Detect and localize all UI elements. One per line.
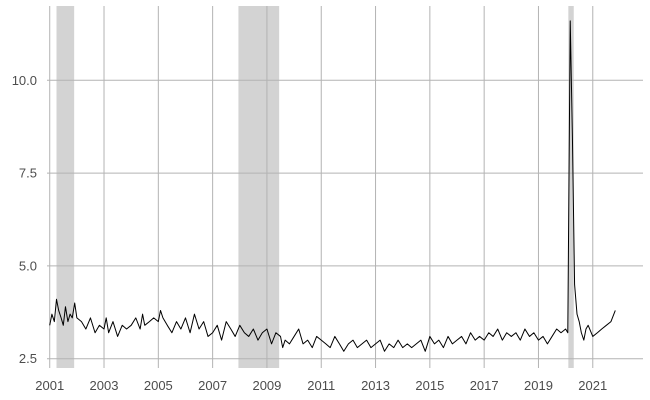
x-tick-label: 2011	[307, 378, 335, 393]
x-tick-label: 2021	[578, 378, 607, 393]
y-tick-label: 7.5	[19, 166, 37, 181]
series-layer	[49, 20, 616, 352]
y-tick-label: 2.5	[19, 351, 37, 366]
y-axis: 2.5 5.0 7.5 10.0	[12, 73, 37, 366]
recession-shading-layer	[56, 6, 574, 368]
recession-band-2	[238, 6, 280, 368]
x-tick-label: 2003	[90, 378, 119, 393]
recession-band-3	[568, 6, 574, 368]
x-tick-label: 2005	[144, 378, 173, 393]
series-line-1	[49, 20, 616, 352]
x-tick-label: 2007	[198, 378, 227, 393]
x-axis: 2001 2003 2005 2007 2009 2011 2013 2015 2017 2019…	[35, 378, 607, 393]
x-tick-label: 2001	[35, 378, 64, 393]
x-tick-label: 2009	[252, 378, 281, 393]
x-tick-label: 2015	[415, 378, 444, 393]
gridlines-layer	[47, 6, 643, 368]
y-tick-label: 10.0	[12, 73, 37, 88]
y-tick-label: 5.0	[19, 258, 37, 273]
x-tick-label: 2013	[361, 378, 390, 393]
x-tick-label: 2017	[470, 378, 499, 393]
recession-band-1	[56, 6, 75, 368]
x-tick-label: 2019	[524, 378, 553, 393]
